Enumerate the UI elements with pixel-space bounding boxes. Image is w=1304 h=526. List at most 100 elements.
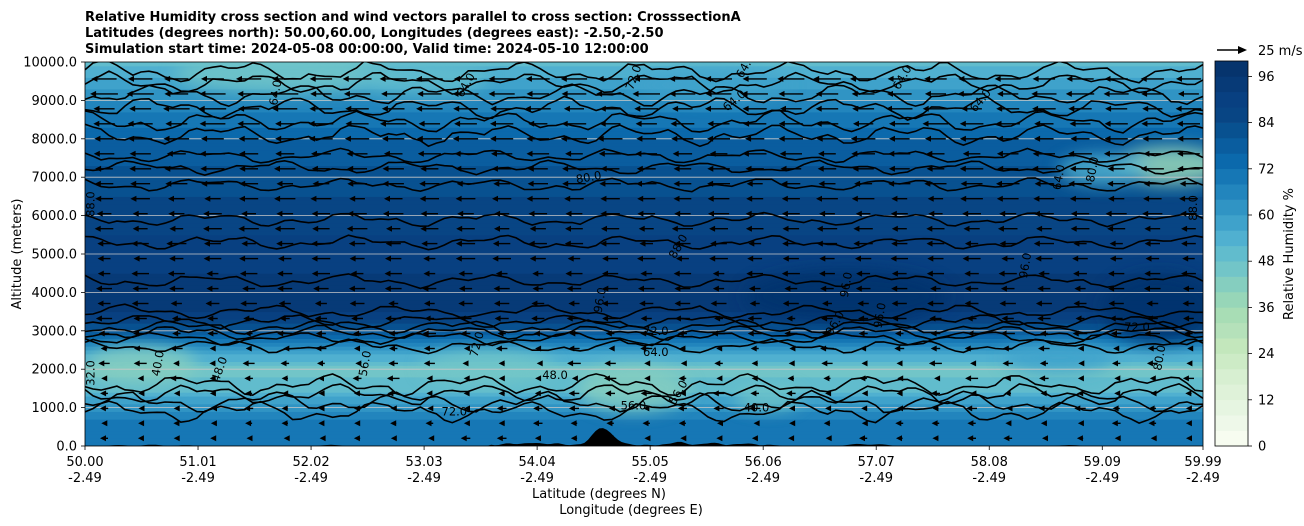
wind-vector	[634, 105, 659, 112]
contour-line	[85, 373, 1203, 397]
wind-vector	[604, 360, 616, 367]
wind-vector	[602, 270, 619, 277]
wind-vector	[275, 150, 295, 157]
wind-vector	[498, 375, 505, 382]
wind-vector	[318, 375, 324, 382]
wind-vector	[788, 360, 795, 367]
wind-vector	[789, 345, 796, 352]
wind-vector	[1177, 135, 1200, 142]
wind-vector	[960, 180, 983, 187]
wind-vector	[496, 405, 507, 412]
contour-label-text: 56.0	[356, 350, 374, 378]
wind-vector	[929, 315, 942, 322]
wind-vector	[967, 435, 976, 442]
wind-vector	[566, 315, 582, 322]
wind-vector	[275, 120, 295, 127]
wind-vector	[454, 150, 477, 157]
x-tick-label-lon: -2.49	[859, 471, 893, 486]
colorbar-tick-label: 72	[1258, 162, 1275, 177]
wind-vector	[888, 165, 910, 172]
wind-vector	[101, 420, 108, 427]
wind-vector	[669, 75, 696, 82]
wind-vector	[562, 180, 586, 187]
wind-vector	[640, 330, 653, 337]
wind-vector	[126, 90, 154, 97]
x-tick-label-lat: 54.04	[519, 455, 556, 470]
humidity-band	[85, 138, 1203, 144]
wind-vector	[781, 180, 801, 187]
wind-vector	[821, 315, 833, 322]
contour-label: 64.0	[643, 345, 669, 359]
wind-vector	[239, 255, 259, 262]
x-tick-label-lon: -2.49	[407, 471, 441, 486]
wind-vector	[928, 210, 943, 217]
x-tick-label-lon: -2.49	[746, 471, 780, 486]
wind-vector	[1077, 375, 1084, 382]
contour-label: 72.0	[441, 404, 467, 418]
x-tick-label-lat: 50.00	[66, 455, 103, 470]
wind-vector	[892, 315, 907, 322]
wind-vector	[1105, 105, 1128, 112]
x-tick-label-lat: 56.06	[745, 455, 782, 470]
wind-vector	[780, 105, 802, 112]
wind-vector	[1186, 360, 1193, 367]
colorbar-segment	[1215, 430, 1248, 447]
wind-vector	[132, 225, 148, 232]
wind-vector	[1180, 210, 1197, 217]
wind-vector	[859, 435, 868, 442]
wind-vector	[851, 150, 875, 157]
wind-vector	[1143, 150, 1162, 157]
humidity-band	[85, 123, 1203, 128]
wind-vector	[494, 225, 510, 232]
contour-label-text: 80.0	[575, 168, 603, 186]
contour-label: 72.0	[467, 330, 487, 358]
wind-vector	[210, 420, 217, 427]
wind-vector	[536, 360, 543, 367]
wind-vector	[1149, 375, 1156, 382]
wind-vector	[490, 105, 513, 112]
contour-label-text: 80.0	[1083, 156, 1101, 184]
wind-vector	[1111, 330, 1122, 337]
wind-vector	[210, 435, 217, 442]
x-tick-label-lat: 52.02	[292, 455, 329, 470]
wind-vector	[784, 285, 798, 292]
x-tick-label-lon: -2.49	[1085, 471, 1119, 486]
wind-vector	[895, 330, 904, 337]
humidity-band	[85, 311, 1203, 316]
contour-label: 96.0	[870, 302, 888, 330]
wind-vector	[490, 120, 514, 127]
wind-vector	[1032, 150, 1055, 157]
humidity-band	[85, 357, 1203, 363]
wind-vector	[1112, 405, 1120, 412]
humidity-band	[85, 430, 1203, 435]
x-tick-label-lat: 59.99	[1184, 455, 1221, 470]
wind-vector	[644, 375, 651, 382]
wind-vector	[97, 270, 111, 277]
humidity-band	[85, 334, 1203, 339]
wind-vector	[384, 195, 403, 202]
wind-vector	[535, 375, 542, 382]
wind-vector	[417, 150, 441, 157]
wind-vector	[272, 75, 298, 82]
wind-vector	[97, 240, 111, 247]
colorbar-segment	[1215, 292, 1248, 308]
x-tick-label-lon: -2.49	[294, 471, 328, 486]
wind-vector	[456, 180, 475, 187]
wind-vector	[346, 225, 368, 232]
wind-vector	[851, 90, 875, 97]
wind-vector	[277, 285, 293, 292]
wind-vector	[206, 270, 219, 277]
wind-vector	[713, 405, 724, 412]
wind-vector	[138, 405, 145, 412]
wind-vector	[1035, 300, 1052, 307]
colorbar-tick-label: 24	[1258, 347, 1275, 362]
wind-vector	[747, 255, 763, 262]
wind-vector	[129, 150, 151, 157]
wind-vector	[283, 435, 290, 442]
wind-vector	[319, 435, 326, 442]
wind-vector	[858, 330, 868, 337]
wind-vector	[1034, 120, 1054, 127]
wind-vector	[813, 75, 841, 82]
wind-vector	[819, 210, 835, 217]
wind-vector	[101, 375, 108, 382]
